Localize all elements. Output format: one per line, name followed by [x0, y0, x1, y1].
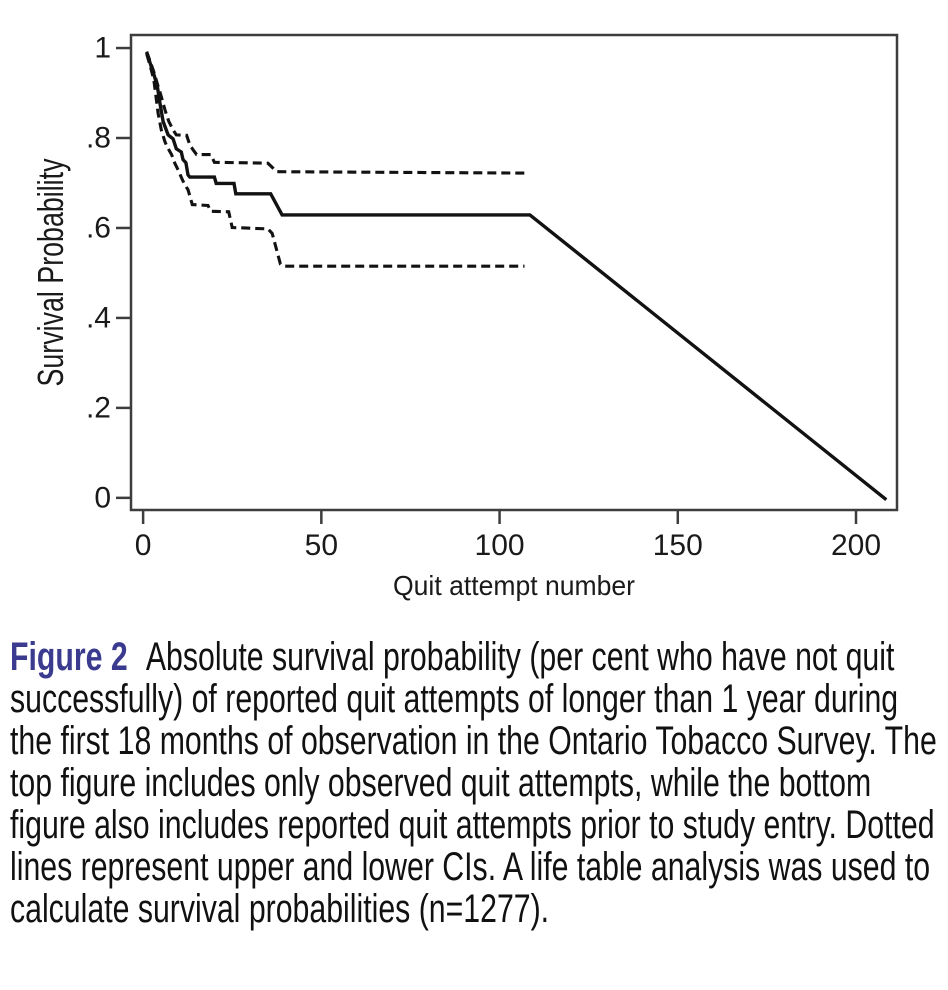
x-tick-label: 200 — [831, 529, 881, 562]
survival-chart-figure: 0 .2 .4 .6 .8 1 0 50 100 150 200 Survival Probabili… — [10, 32, 948, 930]
x-tick-label: 50 — [305, 529, 338, 562]
plot-frame — [129, 33, 899, 512]
y-tick-label: .2 — [86, 391, 111, 424]
y-axis-title: Survival Probability — [30, 159, 71, 387]
y-tick-label: .8 — [86, 122, 111, 155]
x-tick-label: 100 — [475, 529, 525, 562]
x-tick-label: 150 — [653, 529, 703, 562]
chart-area: 0 .2 .4 .6 .8 1 0 50 100 150 200 Survival Probabili… — [30, 32, 899, 601]
y-tick-label: 1 — [94, 32, 111, 65]
upper_ci-line — [145, 51, 529, 175]
survival-line — [145, 51, 888, 502]
y-tick-label: .4 — [86, 301, 111, 334]
figure-caption-label: Figure 2 — [10, 635, 128, 679]
x-tick-label: 0 — [135, 529, 152, 562]
lower_ci-line — [145, 53, 525, 268]
figure-caption-text: Absolute survival probability (per cent … — [10, 635, 937, 931]
y-tick-label: 0 — [94, 481, 111, 514]
survival-chart: 0 .2 .4 .6 .8 1 0 50 100 150 200 Survival Probabili… — [30, 32, 899, 601]
x-axis-title: Quit attempt number — [393, 570, 635, 601]
y-tick-label: .6 — [86, 211, 111, 244]
figure-caption: Figure 2 Absolute survival probability (p… — [10, 636, 948, 930]
